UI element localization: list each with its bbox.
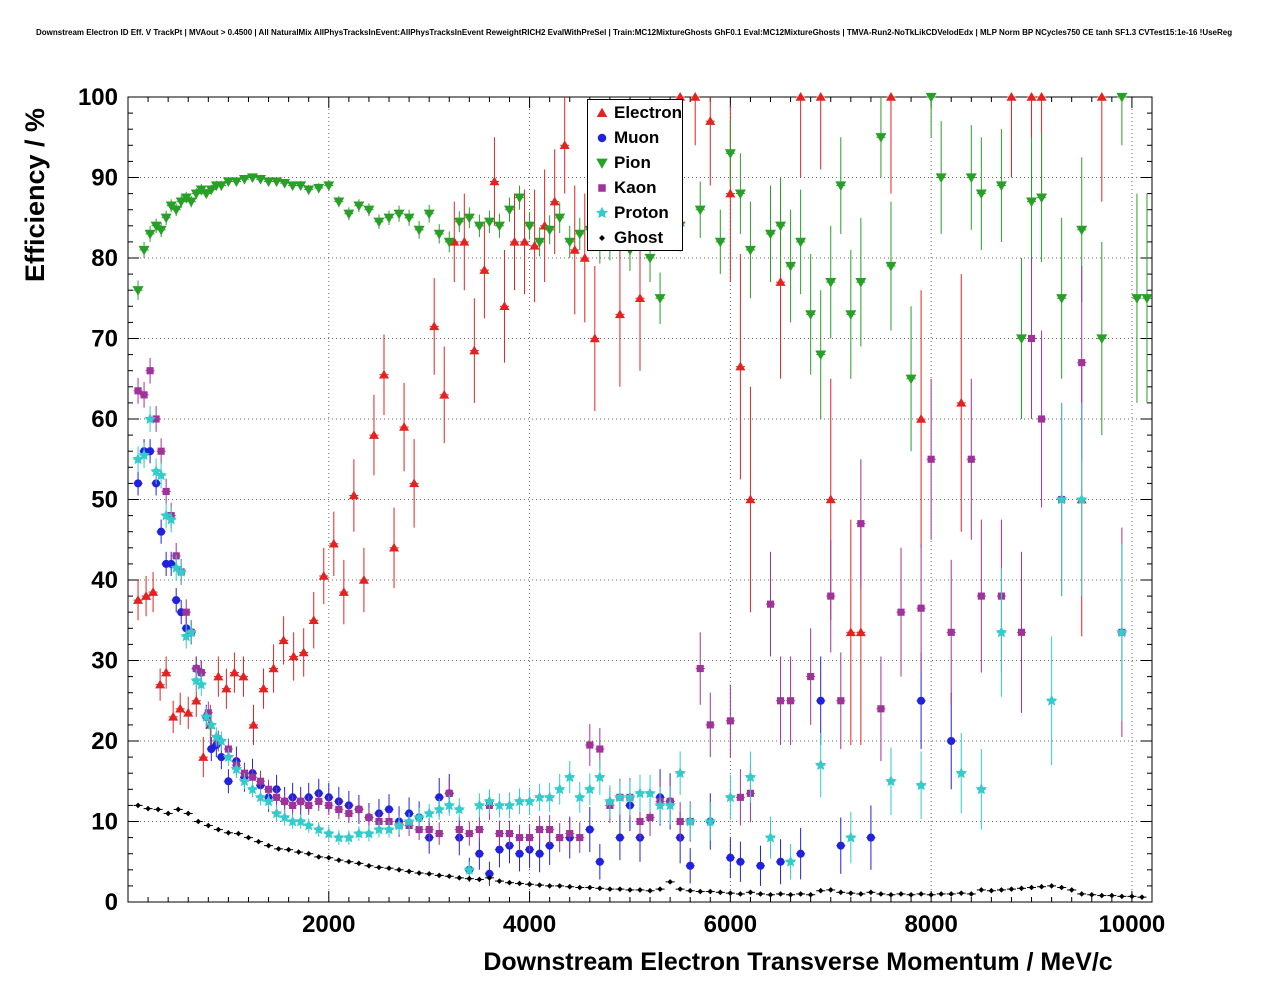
y-tick-label: 20	[91, 728, 118, 755]
triangle-down-icon	[596, 158, 608, 169]
legend-label-muon: Muon	[614, 127, 660, 147]
y-tick-label: 70	[91, 326, 118, 353]
legend-label-electron: Electron	[614, 102, 683, 122]
y-tick-label: 50	[91, 487, 118, 514]
series-ghost	[133, 802, 1147, 900]
legend-entry-ghost: Ghost	[588, 225, 682, 250]
legend-entry-pion: Pion	[588, 150, 682, 175]
star-icon	[596, 206, 608, 218]
legend-label-ghost: Ghost	[614, 227, 664, 247]
legend-label-pion: Pion	[614, 152, 651, 172]
legend-entry-muon: Muon	[588, 125, 682, 150]
x-tick-label: 6000	[704, 911, 757, 938]
diamond-icon	[599, 234, 605, 241]
x-tick-label: 10000	[1099, 911, 1166, 938]
y-tick-label: 80	[91, 245, 118, 272]
legend-entry-kaon: Kaon	[588, 175, 682, 200]
y-tick-label: 0	[105, 889, 118, 916]
legend-entry-electron: Electron	[588, 100, 682, 125]
x-tick-label: 8000	[904, 911, 957, 938]
legend-label-kaon: Kaon	[614, 177, 657, 197]
y-tick-label: 60	[91, 406, 118, 433]
y-tick-label: 40	[91, 567, 118, 594]
y-tick-label: 30	[91, 648, 118, 675]
x-tick-label: 2000	[302, 911, 355, 938]
y-tick-label: 90	[91, 165, 118, 192]
series-proton	[132, 402, 1128, 880]
legend-label-proton: Proton	[614, 202, 669, 222]
y-tick-label: 100	[78, 84, 118, 111]
legend-entry-proton: Proton	[588, 200, 682, 225]
legend: Electron Muon Pion Kaon Proton Ghost	[587, 99, 683, 251]
series-electron	[133, 92, 1107, 778]
square-icon	[598, 183, 606, 192]
plot-title: Downstream Electron ID Eff. V TrackPt | …	[36, 28, 1233, 37]
triangle-up-icon	[596, 107, 608, 117]
series-muon	[133, 439, 956, 886]
y-tick-label: 10	[91, 809, 118, 836]
x-axis-title: Downstream Electron Transverse Momentum …	[483, 948, 1113, 976]
x-tick-label: 4000	[503, 911, 556, 938]
circle-icon	[597, 133, 607, 142]
series-kaon	[133, 258, 1127, 853]
